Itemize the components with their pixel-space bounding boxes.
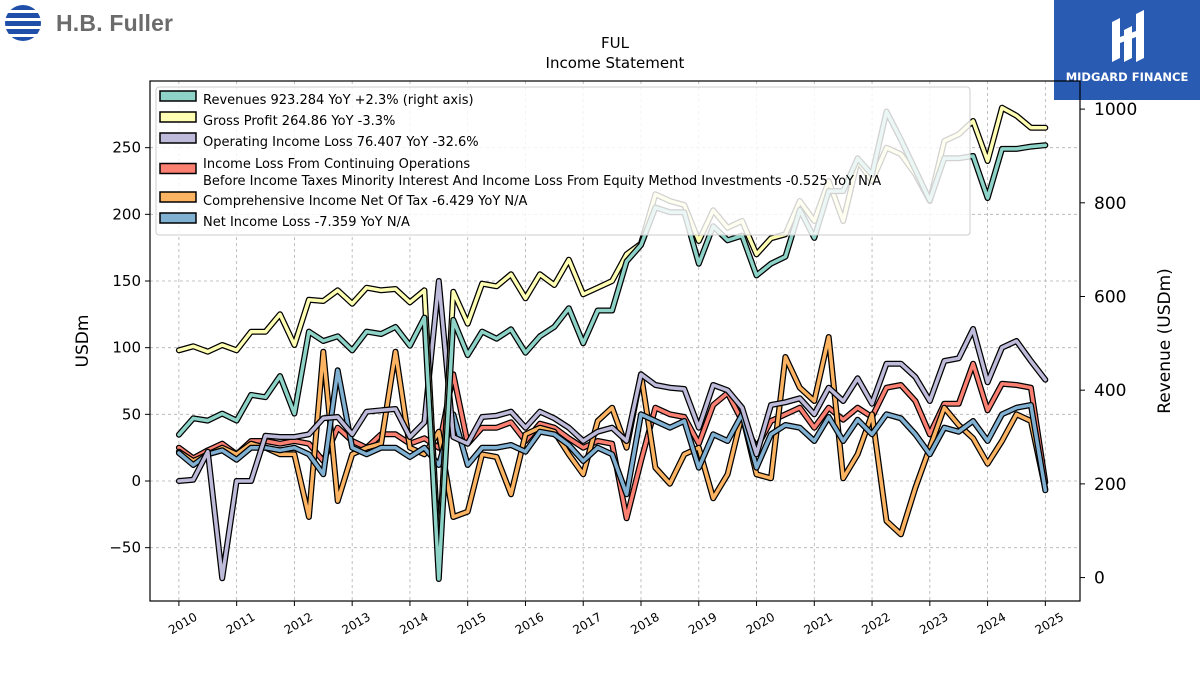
y-right-tick-label: 600 <box>1094 287 1126 307</box>
x-tick-label: 2013 <box>339 610 372 637</box>
company-logo: H.B. Fuller <box>4 4 173 42</box>
x-tick-label: 2015 <box>455 610 488 637</box>
company-logo-text: H.B. Fuller <box>56 9 174 36</box>
legend-swatch <box>159 191 197 203</box>
y-left-tick-label: 200 <box>112 205 141 223</box>
x-tick-label: 2020 <box>744 610 777 637</box>
y-left-tick-label: 100 <box>112 339 141 357</box>
legend-box <box>155 86 971 236</box>
x-tick-label: 2018 <box>628 610 661 637</box>
y-right-tick-label: 400 <box>1094 381 1126 401</box>
y-right-tick-label: 0 <box>1094 569 1105 589</box>
brand-badge: MIDGARD FINANCE <box>1054 0 1200 100</box>
x-tick-label: 2014 <box>397 610 430 637</box>
legend-swatch <box>159 132 197 144</box>
x-tick-label: 2017 <box>571 610 604 637</box>
series-6-group <box>175 367 1049 498</box>
legend-label: Revenues 923.284 YoY +2.3% (right axis) <box>203 93 474 108</box>
y-left-tick-label: 0 <box>131 472 141 490</box>
chart-title: FUL <box>601 34 630 52</box>
y-left-tick-label: 50 <box>122 405 141 423</box>
x-tick-label: 2019 <box>686 610 719 637</box>
legend-swatch <box>159 162 197 175</box>
y-left-tick-label: 250 <box>112 139 141 157</box>
y-right-tick-label: 800 <box>1094 194 1126 214</box>
series-3-group <box>175 278 1049 582</box>
company-globe-icon <box>5 5 41 41</box>
brand-name: MIDGARD FINANCE <box>1065 70 1189 84</box>
legend-label: Net Income Loss -7.359 YoY N/A <box>203 215 410 230</box>
y-left-tick-label: −50 <box>109 539 141 557</box>
series-line <box>177 335 1048 537</box>
plot-frame <box>149 80 1081 602</box>
x-tick-label: 2012 <box>282 610 315 637</box>
chart-subtitle: Income Statement <box>546 54 685 72</box>
x-tick-label: 2011 <box>224 610 257 637</box>
y-left-tick-label: 150 <box>112 272 141 290</box>
x-tick-label: 2010 <box>166 610 199 637</box>
x-tick-label: 2021 <box>802 610 835 637</box>
legend-label: Income Loss From Continuing Operations <box>203 157 470 172</box>
legend-swatch <box>159 90 197 102</box>
series-line <box>177 368 1048 497</box>
y-right-tick-label: 200 <box>1094 475 1126 495</box>
legend-label: Before Income Taxes Minority Interest An… <box>203 174 881 189</box>
y-axis-left-label: USDm <box>73 315 93 368</box>
legend-label: Operating Income Loss 76.407 YoY -32.6% <box>203 135 479 150</box>
y-axis-right-label: Revenue (USDm) <box>1155 268 1175 414</box>
y-right-tick-label: 1000 <box>1094 100 1137 120</box>
x-tick-label: 2022 <box>859 610 892 637</box>
legend-swatch <box>159 212 197 224</box>
legend: Revenues 923.284 YoY +2.3% (right axis) G… <box>155 86 971 236</box>
x-tick-label: 2023 <box>917 610 950 637</box>
x-tick-label: 2025 <box>1033 610 1066 637</box>
x-tick-label: 2024 <box>975 610 1008 637</box>
legend-label: Comprehensive Income Net Of Tax -6.429 Y… <box>203 194 528 209</box>
x-tick-label: 2016 <box>513 610 546 637</box>
series-5-group <box>175 334 1049 538</box>
brand-logo-icon <box>1112 10 1144 62</box>
legend-swatch <box>159 111 197 123</box>
legend-label: Gross Profit 264.86 YoY -3.3% <box>203 114 395 129</box>
series-line <box>177 279 1048 581</box>
